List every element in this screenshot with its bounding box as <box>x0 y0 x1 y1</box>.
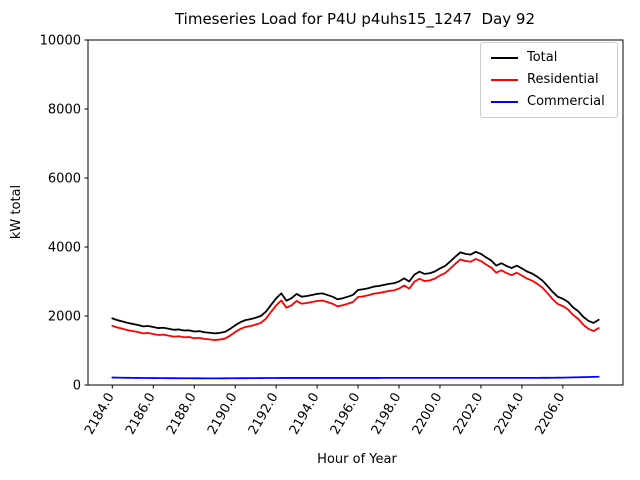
x-tick-label: 2188.0 <box>164 391 200 438</box>
legend-line-sample-commercial <box>491 101 518 103</box>
series-line-total <box>111 250 600 335</box>
series-line-residential <box>111 258 600 341</box>
y-tick-label: 0 <box>73 379 81 394</box>
x-tick-label: 2200.0 <box>410 391 446 438</box>
legend-label-commercial: Commercial <box>527 94 605 109</box>
x-tick-label: 2194.0 <box>287 391 323 438</box>
y-tick-label: 2000 <box>48 310 81 325</box>
x-tick-label: 2196.0 <box>328 391 364 438</box>
axes-spines <box>87 39 624 386</box>
legend-item-total: Total <box>491 50 609 66</box>
x-tick-label: 2186.0 <box>123 391 159 438</box>
legend-item-commercial: Commercial <box>491 94 609 110</box>
legend-label-total: Total <box>527 50 558 65</box>
x-tick-label: 2202.0 <box>451 391 487 438</box>
legend-line-sample-total <box>491 57 518 59</box>
legend-item-residential: Residential <box>491 72 609 88</box>
x-axis-label: Hour of Year <box>317 452 397 467</box>
chart-title: Timeseries Load for P4U p4uhs15_1247 Day… <box>174 10 535 29</box>
x-tick-label: 2206.0 <box>533 391 569 438</box>
x-tick-label: 2184.0 <box>82 391 118 438</box>
x-tick-label: 2192.0 <box>246 391 282 438</box>
y-tick-label: 6000 <box>48 172 81 187</box>
y-tick-label: 8000 <box>48 103 81 118</box>
x-tick-label: 2204.0 <box>492 391 528 438</box>
series-layer <box>111 250 600 380</box>
legend: Total Residential Commercial <box>480 42 618 118</box>
y-tick-label: 4000 <box>48 241 81 256</box>
y-axis-label: kW total <box>9 185 24 239</box>
y-tick-label: 10000 <box>40 34 81 49</box>
x-tick-label: 2190.0 <box>205 391 241 438</box>
legend-line-sample-residential <box>491 79 518 81</box>
legend-label-residential: Residential <box>527 72 599 87</box>
series-line-commercial <box>111 375 600 380</box>
x-tick-label: 2198.0 <box>369 391 405 438</box>
